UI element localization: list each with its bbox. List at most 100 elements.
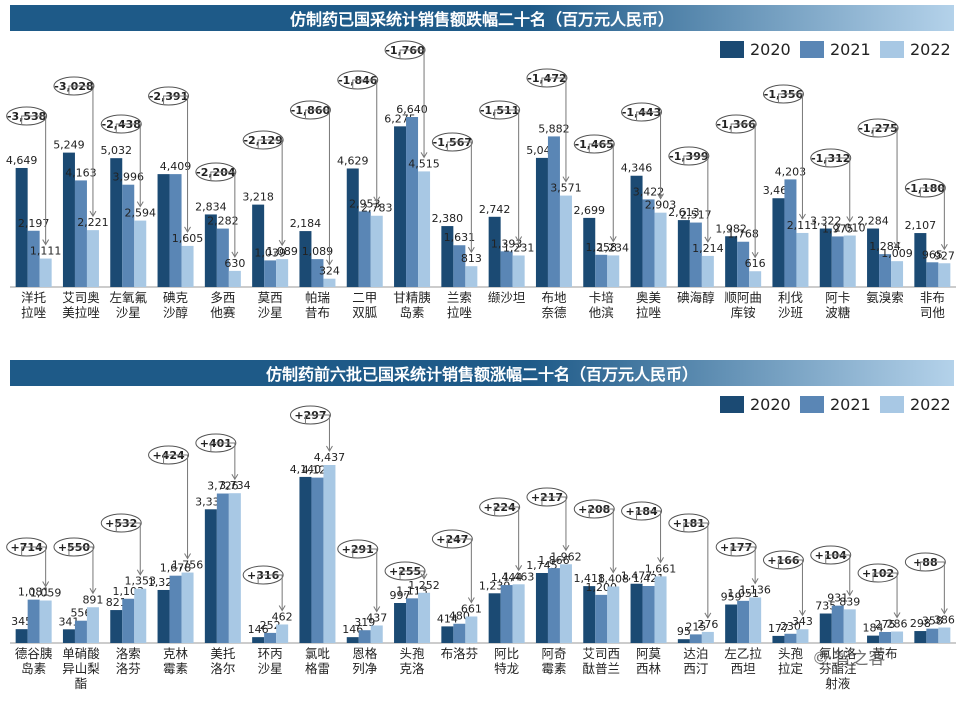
legend-swatch-2022 [880, 41, 904, 58]
category-label: 拉唑 [447, 305, 473, 320]
bar-2021 [453, 623, 466, 643]
category-label: 头孢 [400, 646, 426, 661]
bar-2020 [157, 174, 170, 287]
bar-2022 [86, 607, 99, 643]
bar-2020 [441, 226, 454, 287]
data-label: 298 [910, 617, 931, 630]
category-label: 洋托 [21, 290, 46, 305]
category-label: 库铵 [731, 305, 756, 320]
legend-label-2021: 2021 [830, 40, 871, 59]
change-bracket [304, 109, 330, 265]
bar-2020 [677, 220, 690, 287]
change-label: +247 [436, 533, 468, 546]
change-bracket [588, 143, 614, 242]
data-label: 3,322 [810, 215, 842, 228]
data-label: 4,437 [314, 451, 346, 464]
change-bubble [810, 545, 852, 565]
bar-2021 [595, 594, 608, 643]
legend-label-2022: 2022 [910, 40, 951, 59]
bar-2020 [252, 637, 265, 643]
data-label: 1,477 [621, 570, 653, 583]
bar-2021 [547, 136, 560, 287]
category-label: 拉唑 [21, 305, 47, 320]
change-arrow [751, 251, 759, 259]
category-label: 沙星 [258, 661, 283, 676]
data-label: 1,214 [692, 242, 724, 255]
change-label: +316 [247, 569, 280, 582]
bar-2021 [264, 260, 277, 287]
bar-2020 [299, 231, 312, 287]
data-label: 146 [248, 623, 269, 636]
change-bracket [636, 510, 662, 563]
change-bubble [431, 529, 473, 549]
bar-2020 [583, 586, 596, 643]
data-label: 252 [260, 619, 281, 632]
data-label: 2,953 [349, 197, 381, 210]
bar-2021 [122, 598, 135, 643]
bar-2022 [654, 212, 667, 287]
change-bubble [53, 537, 95, 557]
bar-2020 [15, 629, 28, 643]
data-label: 462 [272, 610, 293, 623]
change-arrow [136, 201, 144, 208]
data-label: 1,756 [172, 559, 204, 572]
bar-2020 [394, 126, 407, 287]
change-arrow [420, 573, 428, 580]
category-label: 射液 [825, 676, 851, 691]
data-label: 1,234 [598, 241, 630, 254]
bar-2021 [406, 598, 419, 643]
data-label: 437 [366, 611, 387, 624]
bar-2022 [370, 215, 383, 287]
change-bubble [479, 497, 521, 517]
change-bracket [68, 546, 94, 594]
data-label: 2,517 [680, 209, 712, 222]
bar-2022 [370, 625, 383, 643]
data-label: 1,745 [526, 559, 558, 572]
watermark: © 智之客 [812, 649, 886, 669]
change-arrow [89, 587, 97, 595]
category-label: 奈德 [541, 305, 567, 320]
change-label: +714 [11, 541, 44, 554]
change-bubble [289, 405, 331, 425]
data-label: 1,009 [881, 247, 913, 260]
data-label: 1,113 [396, 584, 428, 597]
data-label: 1,444 [491, 571, 523, 584]
change-bubble [621, 501, 663, 521]
bar-2020 [204, 509, 217, 643]
data-label: 5,882 [538, 122, 570, 135]
data-label: 4,515 [408, 157, 440, 170]
data-label: 1,605 [172, 232, 204, 245]
change-label: +550 [58, 541, 91, 554]
category-label: 缬沙坦 [488, 290, 526, 305]
data-label: 2,284 [857, 215, 889, 228]
data-label: 386 [934, 614, 955, 627]
data-label: 4,140 [290, 463, 322, 476]
bar-2021 [689, 222, 702, 287]
data-label: 1,975 [822, 222, 854, 235]
category-label: 左氧氟 [109, 290, 147, 305]
change-bracket [588, 508, 614, 573]
bar-2020 [488, 216, 501, 287]
bar-2022 [559, 195, 572, 287]
change-bubble [715, 537, 757, 557]
change-bracket [683, 522, 709, 618]
change-bracket [872, 572, 898, 618]
category-label: 霉素 [541, 661, 566, 676]
change-arrow [184, 226, 191, 233]
data-label: 1,231 [503, 241, 535, 254]
bar-2022 [418, 171, 431, 287]
data-label: 1,258 [586, 241, 618, 254]
change-arrow [893, 612, 901, 619]
data-label: 2,010 [834, 222, 866, 235]
bar-2022 [228, 493, 241, 643]
